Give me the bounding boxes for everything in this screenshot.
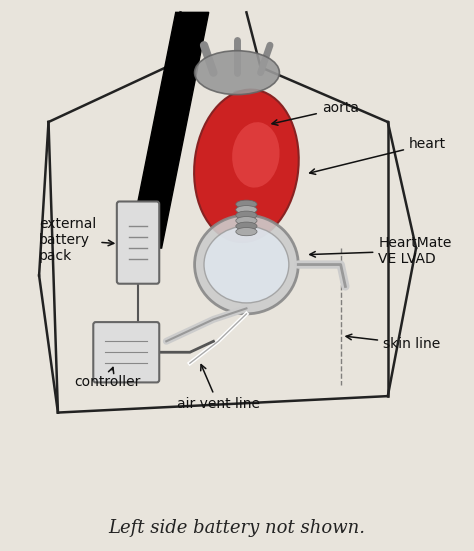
Text: Left side battery not shown.: Left side battery not shown.	[109, 518, 365, 537]
Text: controller: controller	[74, 368, 141, 390]
FancyBboxPatch shape	[117, 202, 159, 284]
Ellipse shape	[236, 211, 257, 219]
Ellipse shape	[236, 200, 257, 208]
Ellipse shape	[236, 206, 257, 214]
Ellipse shape	[195, 51, 279, 95]
Text: external
battery
pack: external battery pack	[39, 217, 114, 263]
Ellipse shape	[194, 90, 299, 242]
Text: skin line: skin line	[346, 334, 440, 351]
Polygon shape	[128, 12, 209, 248]
Ellipse shape	[195, 215, 298, 314]
Ellipse shape	[236, 217, 257, 225]
Ellipse shape	[204, 226, 289, 303]
FancyBboxPatch shape	[93, 322, 159, 382]
Text: HeartMate
VE LVAD: HeartMate VE LVAD	[310, 236, 452, 266]
Text: air vent line: air vent line	[177, 365, 260, 412]
Ellipse shape	[236, 228, 257, 236]
Ellipse shape	[232, 122, 280, 188]
Ellipse shape	[236, 222, 257, 230]
Text: heart: heart	[310, 137, 446, 174]
Text: aorta: aorta	[272, 101, 359, 125]
